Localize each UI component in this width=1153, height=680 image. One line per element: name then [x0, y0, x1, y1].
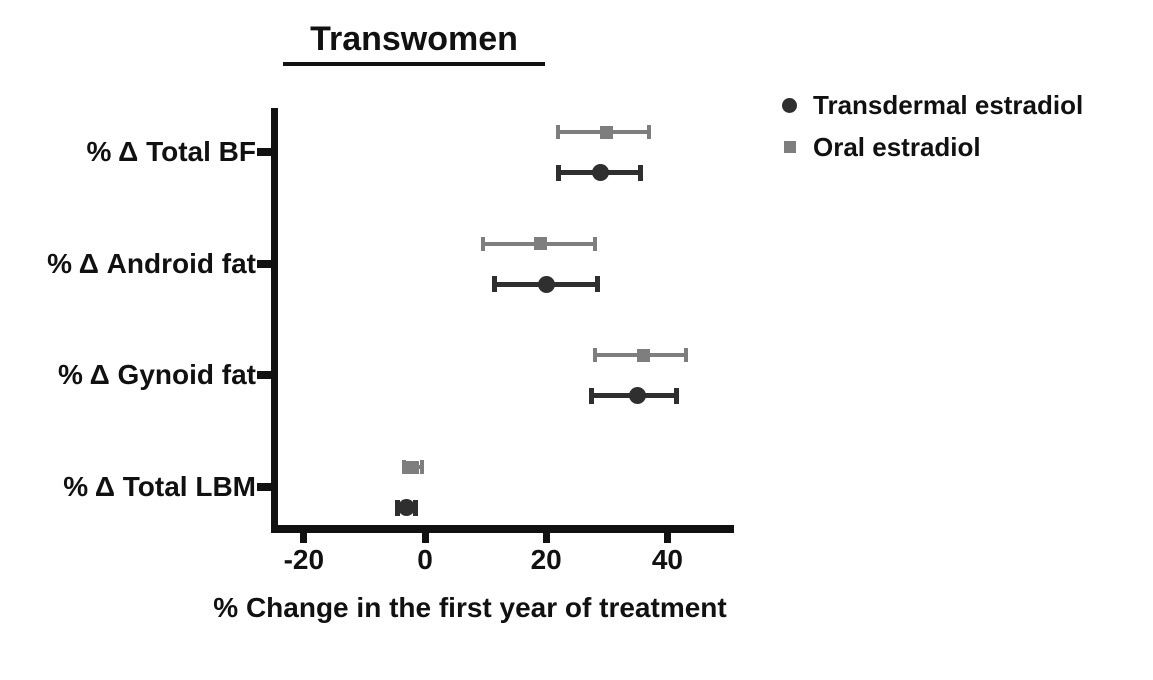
x-axis-line — [271, 525, 734, 533]
data-point-marker-square — [533, 237, 547, 251]
data-point-marker-square — [636, 348, 650, 362]
x-tick-label: 0 — [417, 544, 433, 575]
y-axis-category-label: % Δ Gynoid fat — [58, 359, 256, 391]
error-bar-cap — [556, 125, 561, 139]
error-bar-cap — [589, 387, 595, 404]
data-point-marker-circle — [592, 164, 610, 181]
data-point-marker-circle — [398, 499, 416, 517]
y-tick — [257, 259, 271, 268]
error-bar-cap — [592, 236, 597, 251]
legend-item: Transdermal estradiol — [782, 84, 1083, 126]
error-bar-cap — [555, 164, 561, 181]
error-bar-cap — [413, 499, 419, 516]
x-tick — [421, 533, 429, 543]
y-axis-category-label: % Δ Total BF — [86, 136, 256, 167]
x-tick-label: 20 — [530, 544, 562, 575]
data-point-marker-square — [406, 460, 420, 474]
x-tick — [663, 533, 671, 543]
y-tick — [257, 148, 271, 156]
y-axis-line — [271, 108, 278, 533]
legend-item-label: Oral estradiol — [813, 131, 981, 162]
legend-item: Oral estradiol — [782, 126, 1083, 168]
data-point-marker-square — [600, 125, 614, 139]
y-tick — [257, 483, 271, 492]
y-axis-category-label: % Δ Total LBM — [63, 471, 256, 503]
error-bar-cap — [419, 460, 424, 475]
error-bar-cap — [492, 276, 498, 293]
error-bar-cap — [592, 348, 597, 363]
error-bar-cap — [595, 276, 601, 293]
error-bar-cap — [683, 348, 688, 363]
error-bar-cap — [647, 125, 652, 139]
data-point-marker-circle — [628, 387, 646, 405]
legend-marker-circle — [782, 97, 797, 113]
y-tick — [257, 371, 271, 380]
data-point-marker-circle — [537, 275, 555, 293]
error-bar-cap — [673, 387, 679, 404]
x-tick-label: 40 — [651, 544, 683, 575]
x-tick — [542, 533, 550, 543]
x-tick — [300, 533, 308, 543]
error-bar-cap — [395, 499, 401, 516]
legend-marker-square — [783, 141, 796, 153]
y-axis-category-label: % Δ Android fat — [47, 247, 256, 279]
chart-title: Transwomen — [283, 20, 545, 66]
x-tick-label: -20 — [283, 544, 325, 575]
x-axis-title: % Change in the first year of treatment — [213, 592, 727, 623]
error-bar-cap — [480, 236, 485, 251]
legend-item-label: Transdermal estradiol — [813, 89, 1084, 120]
error-bar-cap — [637, 164, 643, 181]
legend: Transdermal estradiol Oral estradiol — [782, 84, 1083, 168]
error-bar-cap — [401, 460, 406, 475]
